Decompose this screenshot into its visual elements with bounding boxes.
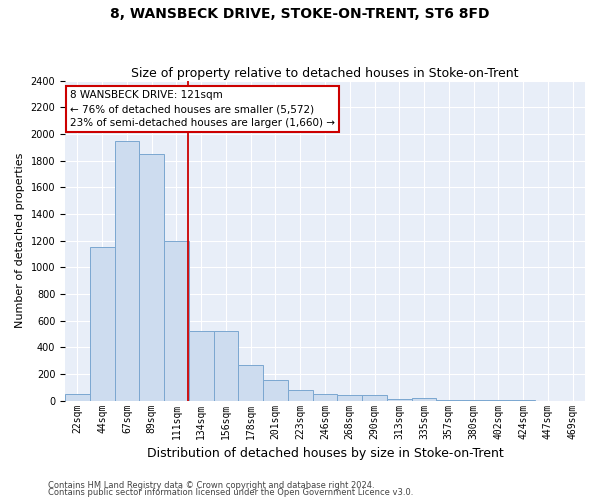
X-axis label: Distribution of detached houses by size in Stoke-on-Trent: Distribution of detached houses by size …	[146, 447, 503, 460]
Bar	[189, 332, 214, 400]
Bar	[288, 390, 313, 400]
Bar	[115, 140, 139, 400]
Text: 8 WANSBECK DRIVE: 121sqm
← 76% of detached houses are smaller (5,572)
23% of sem: 8 WANSBECK DRIVE: 121sqm ← 76% of detach…	[70, 90, 335, 128]
Bar	[238, 364, 263, 400]
Y-axis label: Number of detached properties: Number of detached properties	[15, 153, 25, 328]
Title: Size of property relative to detached houses in Stoke-on-Trent: Size of property relative to detached ho…	[131, 66, 519, 80]
Text: Contains public sector information licensed under the Open Government Licence v3: Contains public sector information licen…	[48, 488, 413, 497]
Bar	[313, 394, 337, 400]
Bar	[263, 380, 288, 400]
Text: 8, WANSBECK DRIVE, STOKE-ON-TRENT, ST6 8FD: 8, WANSBECK DRIVE, STOKE-ON-TRENT, ST6 8…	[110, 8, 490, 22]
Bar	[90, 248, 115, 400]
Bar	[412, 398, 436, 400]
Text: Contains HM Land Registry data © Crown copyright and database right 2024.: Contains HM Land Registry data © Crown c…	[48, 480, 374, 490]
Bar	[139, 154, 164, 400]
Bar	[214, 332, 238, 400]
Bar	[387, 399, 412, 400]
Bar	[337, 394, 362, 400]
Bar	[362, 396, 387, 400]
Bar	[164, 240, 189, 400]
Bar	[65, 394, 90, 400]
